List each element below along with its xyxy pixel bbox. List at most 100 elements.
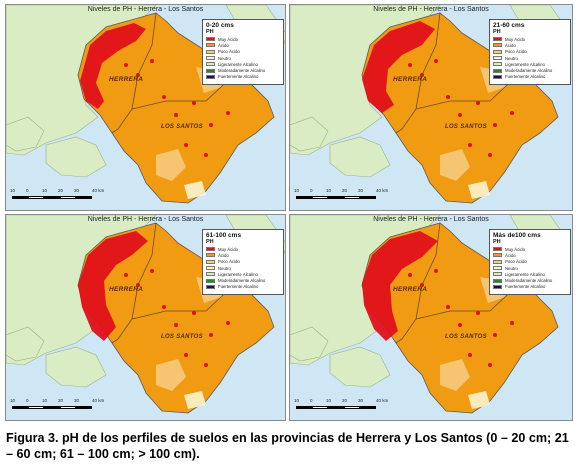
sample-point: [434, 59, 438, 63]
scale-segment: [312, 196, 328, 199]
sample-point: [204, 363, 208, 367]
legend-item: Muy Ácido: [206, 246, 280, 252]
sample-point: [192, 101, 196, 105]
poco-acido-patch: [440, 149, 470, 181]
scale-tick-label: 0: [26, 398, 29, 403]
legend-label: Ligeramente Alcalino: [218, 271, 258, 277]
legend-item: Fuertemente Alcalino: [493, 284, 567, 290]
scale-tick-label: 20: [342, 188, 348, 193]
scale-bar: 10 0 10 20 30 40 km: [290, 188, 400, 200]
legend-swatch: [493, 253, 502, 258]
legend-swatch: [206, 49, 215, 54]
legend-swatch: [206, 278, 215, 283]
legend-label: Fuertemente Alcalino: [505, 284, 546, 290]
sample-point: [192, 311, 196, 315]
scale-segment: [360, 196, 376, 199]
legend-label: Muy Ácido: [218, 36, 239, 42]
scale-tick-label: 20: [342, 398, 348, 403]
legend-title: PH: [493, 239, 501, 245]
scale-tick-label: 10: [326, 398, 332, 403]
sample-point: [510, 111, 514, 115]
legend-label: Moderadamente Alcalino: [505, 68, 553, 74]
scale-segment: [44, 406, 60, 409]
scale-segment: [328, 196, 344, 199]
legend-label: Ácido: [505, 42, 516, 48]
scale-segment: [28, 196, 44, 199]
sample-point: [226, 321, 230, 325]
scale-segment: [296, 406, 312, 409]
neutro-patch: [184, 181, 206, 199]
study-area: [361, 12, 559, 204]
herrera-label: HERRERA: [393, 76, 428, 83]
scale-tick-label: 30: [74, 398, 80, 403]
legend-swatch: [206, 266, 215, 271]
sample-point: [493, 333, 497, 337]
scale-tick-label: 0: [26, 188, 29, 193]
legend-item: Ligeramente Alcalino: [493, 61, 567, 67]
legend-swatch: [493, 56, 502, 61]
province-boundary: [131, 280, 239, 320]
province-boundary: [111, 222, 157, 344]
legend-depth: 21-60 cms: [493, 22, 525, 29]
sample-point: [468, 143, 472, 147]
legend: 21-60 cms PH Muy Ácido Ácido Poco Ácido Neu…: [489, 19, 571, 85]
sample-point: [434, 269, 438, 273]
legend-item: Moderadamente Alcalino: [493, 67, 567, 73]
neighbor-land: [45, 346, 107, 388]
scale-tick-label: 20: [58, 188, 64, 193]
legend-label: Ligeramente Alcalino: [218, 61, 258, 67]
scale-tick-label: 30: [74, 188, 80, 193]
legend-item: Neutro: [493, 265, 567, 271]
legend-swatch: [493, 62, 502, 67]
legend-label: Ligeramente Alcalino: [505, 271, 545, 277]
legend: 61-100 cms PH Muy Ácido Ácido Poco Ácido Ne…: [202, 229, 284, 295]
los-santos-label: LOS SANTOS: [445, 334, 487, 340]
legend-depth: Más de100 cms: [493, 232, 541, 239]
legend-swatch: [493, 37, 502, 42]
neighbor-land: [329, 346, 391, 388]
sample-point: [476, 101, 480, 105]
sample-point: [408, 273, 412, 277]
legend-label: Muy Ácido: [218, 246, 239, 252]
legend-label: Muy Ácido: [505, 246, 526, 252]
scale-tick-label: 10: [42, 188, 48, 193]
scale-segment: [360, 406, 376, 409]
legend-title: PH: [206, 239, 214, 245]
scale-segment: [76, 406, 92, 409]
scale-tick-label: 30: [358, 398, 364, 403]
neighbor-land: [45, 136, 107, 178]
scale-tick-label: 20: [58, 398, 64, 403]
legend-swatch: [206, 74, 215, 79]
sample-point: [458, 323, 462, 327]
neutro-patch: [184, 391, 206, 409]
legend-items: Muy Ácido Ácido Poco Ácido Neutro Ligerament…: [493, 36, 567, 80]
legend-label: Muy Ácido: [505, 36, 526, 42]
neighbor-land: [6, 116, 45, 152]
legend-item: Muy Ácido: [206, 36, 280, 42]
scale-tick-label: 10: [10, 398, 16, 403]
legend-label: Neutro: [218, 55, 231, 61]
muy-acido-area: [362, 21, 435, 113]
scale-segment: [44, 196, 60, 199]
legend-label: Moderadamente Alcalino: [218, 68, 266, 74]
legend-label: Moderadamente Alcalino: [505, 278, 553, 284]
legend-label: Moderadamente Alcalino: [218, 278, 266, 284]
herrera-label: HERRERA: [109, 286, 144, 293]
legend-items: Muy Ácido Ácido Poco Ácido Neutro Ligerament…: [493, 246, 567, 290]
sample-point: [510, 321, 514, 325]
scale-tick-label: 10: [42, 398, 48, 403]
legend-item: Neutro: [493, 55, 567, 61]
legend-swatch: [493, 247, 502, 252]
scale-tick-label: 40 km: [92, 188, 105, 193]
legend-label: Poco Ácido: [218, 49, 240, 55]
poco-acido-patch: [156, 149, 186, 181]
los-santos-label: LOS SANTOS: [445, 124, 487, 130]
legend-label: Poco Ácido: [505, 259, 527, 265]
study-area: [77, 222, 275, 414]
legend-swatch: [493, 74, 502, 79]
legend-label: Fuertemente Alcalino: [505, 74, 546, 80]
scale-tick-label: 10: [294, 188, 300, 193]
legend-label: Poco Ácido: [505, 49, 527, 55]
sample-point: [124, 63, 128, 67]
legend-item: Muy Ácido: [493, 246, 567, 252]
